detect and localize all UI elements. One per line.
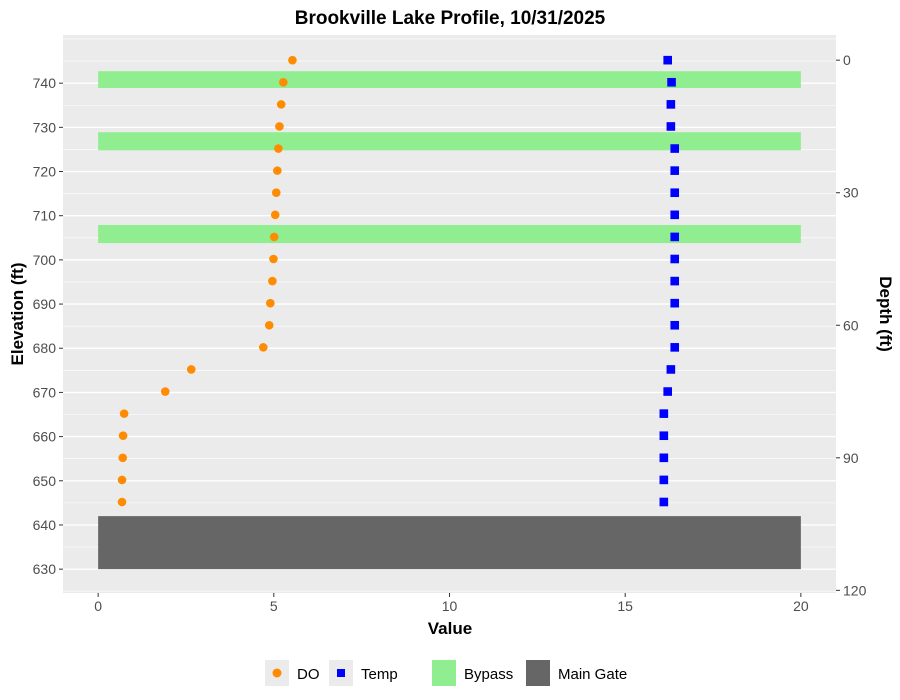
do-point (118, 453, 128, 463)
temp-point (666, 122, 676, 131)
legend-label-do: DO (297, 666, 320, 683)
y-tick-label: 660 (33, 429, 57, 445)
do-point (269, 232, 279, 242)
y-tick-label: 680 (33, 340, 57, 356)
temp-point (659, 409, 669, 418)
main-gate-band (98, 516, 801, 570)
plot-panel (63, 35, 836, 593)
y2-tick-label: 30 (843, 185, 859, 201)
x-tick-label: 0 (94, 598, 102, 614)
do-point (288, 55, 297, 65)
temp-point (670, 298, 680, 308)
y-tick-label: 690 (33, 296, 57, 312)
y-tick-label: 740 (33, 75, 57, 91)
do-point (258, 343, 268, 352)
legend-label-bypass: Bypass (464, 666, 513, 683)
y-tick-label: 730 (33, 119, 57, 135)
y-tick-label: 630 (33, 561, 57, 577)
y2-tick-label: 120 (843, 582, 867, 598)
do-point (274, 144, 283, 153)
legend-label-main-gate: Main Gate (558, 666, 627, 683)
do-point (268, 276, 277, 286)
temp-point (659, 497, 669, 507)
y-tick-label: 700 (33, 252, 57, 268)
do-point (279, 77, 288, 87)
do-point (119, 409, 129, 418)
temp-point (659, 453, 669, 463)
temp-point (670, 210, 680, 220)
do-point (275, 122, 284, 131)
temp-point (663, 387, 672, 396)
y-axis-label: Elevation (ft) (8, 263, 27, 366)
y-tick-label: 720 (33, 164, 57, 180)
do-point (117, 497, 127, 507)
bypass-band (98, 224, 801, 244)
temp-point (659, 431, 669, 441)
y2-axis-label: Depth (ft) (876, 276, 895, 352)
do-point (269, 254, 278, 264)
temp-point (670, 144, 680, 153)
do-point (264, 320, 274, 330)
y-tick-label: 670 (33, 384, 57, 400)
y2-tick-label: 60 (843, 317, 859, 333)
x-tick-label: 10 (442, 598, 458, 614)
legend-do-circle-icon (272, 668, 282, 678)
do-point (276, 100, 286, 109)
y2-tick-label: 0 (843, 52, 851, 68)
legend-key-main-gate (526, 660, 550, 686)
bypass-band (98, 71, 801, 89)
x-axis-label: Value (428, 619, 472, 638)
temp-point (666, 365, 676, 374)
temp-point (670, 166, 680, 175)
x-tick-label: 20 (793, 598, 809, 614)
do-point (271, 188, 281, 198)
do-point (266, 298, 275, 308)
do-point (118, 431, 128, 441)
x-tick-label: 15 (617, 598, 633, 614)
temp-point (670, 188, 680, 198)
temp-point (670, 254, 680, 264)
temp-point (666, 100, 676, 109)
y-tick-label: 640 (33, 517, 57, 533)
legend: DO Temp Bypass Main Gate (265, 660, 627, 686)
temp-point (663, 55, 672, 65)
temp-point (670, 320, 680, 330)
legend-key-bypass (432, 660, 456, 686)
temp-point (670, 276, 680, 286)
chart-title: Brookville Lake Profile, 10/31/2025 (295, 8, 606, 29)
do-point (186, 365, 196, 374)
temp-point (670, 343, 680, 352)
temp-point (659, 475, 669, 485)
y2-tick-label: 90 (843, 450, 859, 466)
do-point (160, 387, 170, 396)
do-point (117, 475, 127, 485)
temp-point (667, 77, 676, 87)
bypass-band (98, 132, 801, 151)
do-point (273, 166, 282, 175)
temp-point (670, 232, 680, 242)
legend-label-temp: Temp (361, 666, 398, 683)
do-point (270, 210, 280, 220)
x-tick-label: 5 (270, 598, 278, 614)
y-tick-label: 710 (33, 208, 57, 224)
legend-temp-square-icon (337, 669, 345, 677)
y-tick-label: 650 (33, 473, 57, 489)
